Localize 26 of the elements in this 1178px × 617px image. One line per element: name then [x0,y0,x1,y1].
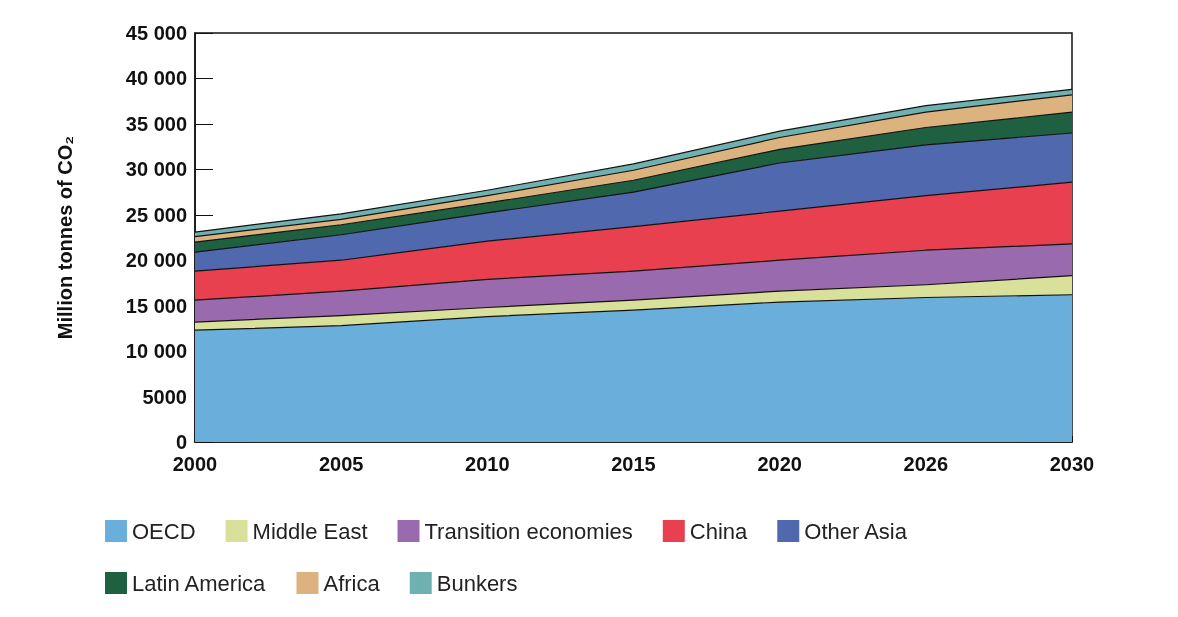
legend-label: Middle East [252,518,368,544]
legend-label: OECD [132,518,196,544]
legend-label: Africa [323,570,381,596]
y-tick-label: 10 000 [125,340,187,363]
legend-label: China [689,518,749,544]
x-tick-label: 2010 [465,453,510,475]
x-tick-label: 2026 [903,453,949,475]
y-tick-label: 5000 [142,385,187,408]
x-tick-label: 2015 [611,453,656,475]
y-tick-label: 0 [175,431,187,453]
y-tick-label: 45 000 [125,22,187,44]
y-tick-label: 15 000 [125,294,187,317]
y-tick-label: 20 000 [125,249,187,272]
legend-label: Transition economies [424,518,633,544]
y-tick-label: 30 000 [125,158,187,181]
x-tick-label: 2020 [757,453,802,475]
y-axis-title: Million tonnes of CO₂ [54,135,76,340]
x-tick-label: 2005 [318,453,364,475]
x-tick-label: 2030 [1049,453,1095,475]
x-tick-label: 2000 [172,453,218,475]
y-tick-label: 35 000 [125,112,187,135]
y-tick-label: 40 000 [125,67,187,90]
y-tick-label: 25 000 [125,203,187,226]
legend-label: Bunkers [436,570,518,596]
legend-label: Other Asia [804,518,908,544]
legend-label: Latin America [132,570,267,596]
